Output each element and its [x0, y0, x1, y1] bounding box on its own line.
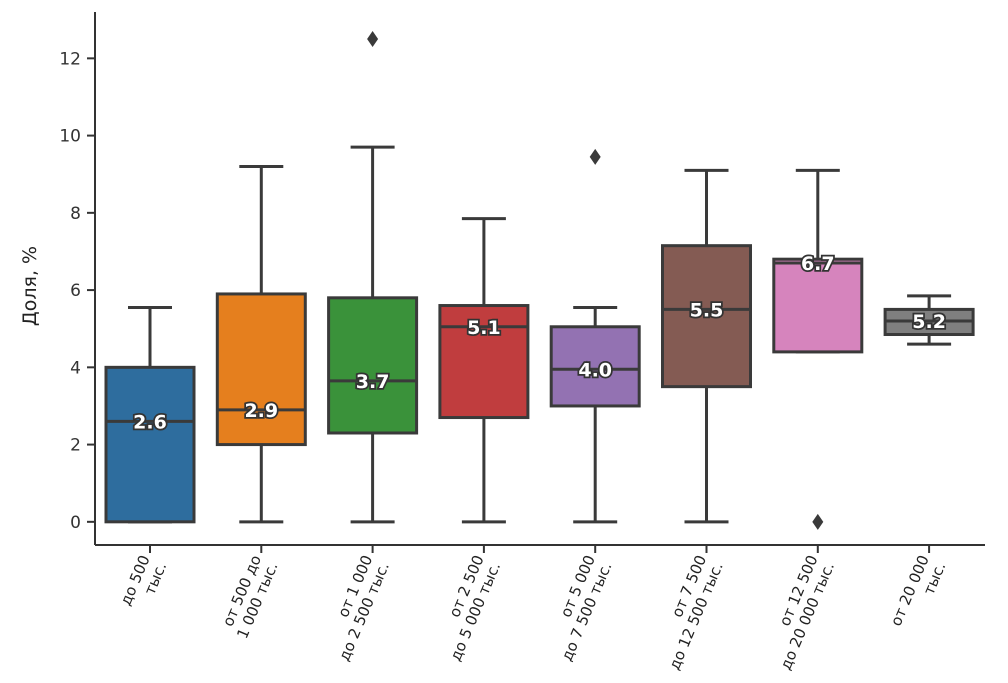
box-4: 5.1 — [438, 217, 530, 524]
median-label: 4.0 — [578, 359, 612, 381]
box-body — [215, 292, 307, 447]
median-label: 5.5 — [690, 299, 724, 321]
box-5: 4.0 — [549, 148, 641, 524]
box-body — [438, 304, 530, 420]
box-1: 2.6 — [104, 305, 196, 524]
median-label: 6.7 — [801, 253, 835, 275]
y-tick-label: 10 — [59, 127, 81, 147]
box-body — [104, 365, 196, 524]
y-tick-label: 4 — [70, 358, 81, 378]
y-tick-label: 2 — [70, 436, 81, 456]
box-2: 2.9 — [215, 164, 307, 524]
box-body — [661, 244, 752, 389]
y-axis: 0 2 4 6 8 10 12 — [59, 12, 96, 545]
median-label: 2.9 — [244, 400, 278, 422]
median-label: 5.1 — [467, 317, 501, 339]
median-label: 3.7 — [356, 371, 390, 393]
box-7: 6.7 — [772, 168, 864, 530]
box-body — [772, 257, 864, 354]
y-axis-label: Доля, % — [19, 246, 41, 326]
outlier-marker — [812, 513, 824, 530]
box-series: 2.6 2.9 3.7 5.1 4.0 5.5 6.7 5.2 — [104, 31, 975, 530]
box-6: 5.5 — [661, 168, 752, 524]
median-label: 2.6 — [133, 411, 167, 433]
outlier-marker — [367, 31, 379, 48]
y-tick-label: 8 — [70, 204, 81, 224]
y-tick-label: 6 — [70, 281, 81, 301]
y-tick-label: 12 — [59, 49, 81, 69]
box-8: 5.2 — [883, 294, 975, 346]
box-body — [327, 296, 419, 435]
y-tick-label: 0 — [70, 513, 81, 533]
outlier-marker — [589, 148, 601, 165]
box-3: 3.7 — [327, 31, 419, 524]
x-tick-label: от 500 до1 000 тыс. — [219, 552, 282, 641]
median-label: 5.2 — [912, 311, 946, 333]
box-body — [549, 325, 641, 408]
